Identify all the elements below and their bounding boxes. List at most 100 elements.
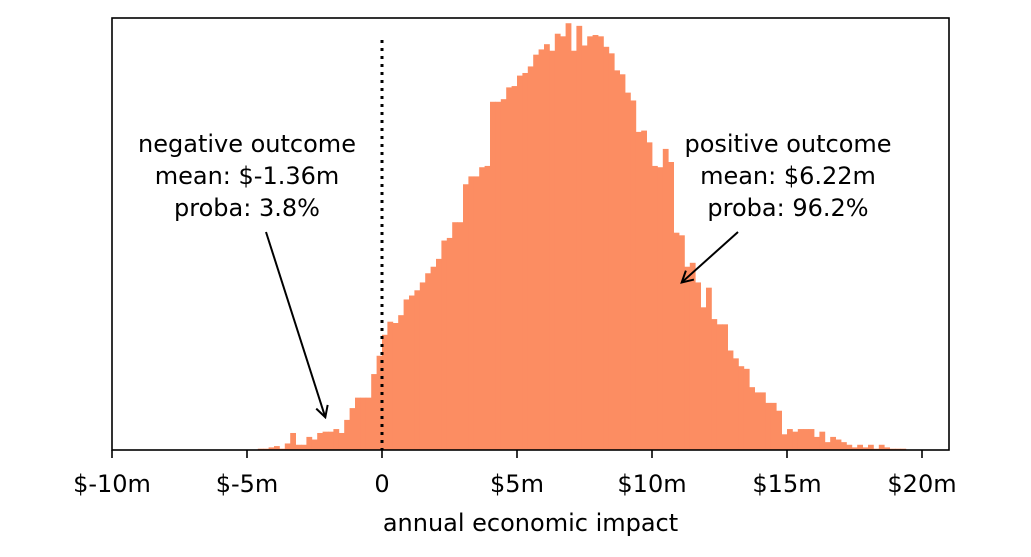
histogram-bar [500,99,507,450]
histogram-bar [684,266,691,450]
histogram-bar [441,240,448,450]
histogram-bar [743,368,750,450]
histogram-bar [706,287,712,450]
histogram-bar [274,446,280,450]
histogram-bar [830,436,836,450]
histogram-bar [403,299,410,450]
histogram-bar [835,439,842,450]
histogram-bar [517,75,523,450]
histogram-bar [322,431,329,450]
x-tick-label: $10m [617,470,686,498]
x-tick-label: 0 [374,470,389,498]
histogram-bar [468,176,475,450]
histogram-bar [382,334,388,450]
histogram-bar [765,402,772,450]
histogram-bar [614,70,620,450]
histogram-bar [738,366,745,450]
histogram-bar [398,315,404,450]
histogram-bar [695,282,701,450]
histogram-bar [268,447,275,450]
histogram-bar [635,131,642,450]
histogram-bar [668,162,674,450]
histogram-bar [436,258,442,450]
histogram-bar [522,72,529,451]
histogram-bar [538,49,545,450]
x-tick-label: $15m [752,470,821,498]
histogram-bar [360,397,367,450]
x-tick-label: $-10m [73,470,151,498]
plot-frame [111,17,950,451]
annotation-line: mean: $-1.36m [155,162,340,190]
histogram-bar [560,36,566,451]
histogram-bar [722,324,728,450]
annotation-line: proba: 3.8% [174,194,320,222]
histogram-bar [549,50,556,451]
histogram-bar [301,444,307,450]
histogram-bar [641,130,647,450]
histogram-bar [868,444,874,450]
histogram-bar [646,142,653,450]
histogram-bar [484,165,491,450]
histogram-bar [733,358,739,450]
histogram-bar [344,419,350,450]
histogram-bar [814,436,820,450]
x-tick-label: $-5m [216,470,279,498]
histogram-bar [808,429,815,450]
histogram-bar [857,444,863,450]
histogram-bar [527,66,534,450]
histogram-bar [652,165,658,450]
histogram-bar [419,282,426,450]
histogram-bar [581,45,588,451]
histogram-bar [727,350,734,450]
histogram-bar [349,408,356,450]
histogram-bar [673,232,680,450]
annotation-arrow [265,231,325,417]
histogram-bar [803,429,809,450]
histogram-bar [619,74,626,451]
histogram-bar [824,442,831,450]
histogram-bar [846,444,853,450]
x-tick-label: $5m [490,470,544,498]
histogram-bar [608,53,615,450]
histogram-bar [425,273,431,450]
histogram-bar [792,431,799,450]
positive-outcome-annotation: positive outcome mean: $6.22m proba: 96.2% [682,130,892,282]
histogram-bar [328,431,334,450]
histogram-bar [409,295,415,450]
annotation-line: positive outcome [684,130,891,158]
histogram-bar [463,184,469,450]
histogram-bar [711,319,718,450]
histogram-bar [662,148,669,450]
histogram-bars [257,23,907,451]
annotation-arrow [682,231,739,282]
histogram-bar [754,392,761,450]
histogram-bar [479,167,485,450]
histogram-bar [452,222,458,450]
histogram-bar [603,46,610,451]
histogram-bar [625,92,631,451]
histogram-bar [317,432,323,450]
histogram-bar [446,237,453,450]
histogram-bar [841,442,847,450]
histogram-bar [506,87,512,450]
histogram-bar [533,54,539,451]
histogram-bar [630,100,637,451]
histogram-bar [544,44,550,450]
histogram-bar [333,429,340,450]
histogram-bar [511,86,518,450]
histogram-bar [371,374,377,450]
histogram-bar [819,431,826,450]
histogram-bar [657,167,664,450]
histogram-bar [387,321,394,450]
histogram-bar [716,324,723,450]
histogram-bar [392,323,399,450]
histogram-bar [376,355,383,450]
histogram-bar [884,447,890,450]
histogram-bar [554,33,561,450]
histogram-bar [749,387,755,450]
histogram-bar [565,23,572,451]
histogram-bar [306,436,313,450]
histogram-bar [571,50,577,451]
negative-outcome-annotation: negative outcome mean: $-1.36m proba: 3.8% [138,130,356,417]
histogram-bar [295,444,302,450]
